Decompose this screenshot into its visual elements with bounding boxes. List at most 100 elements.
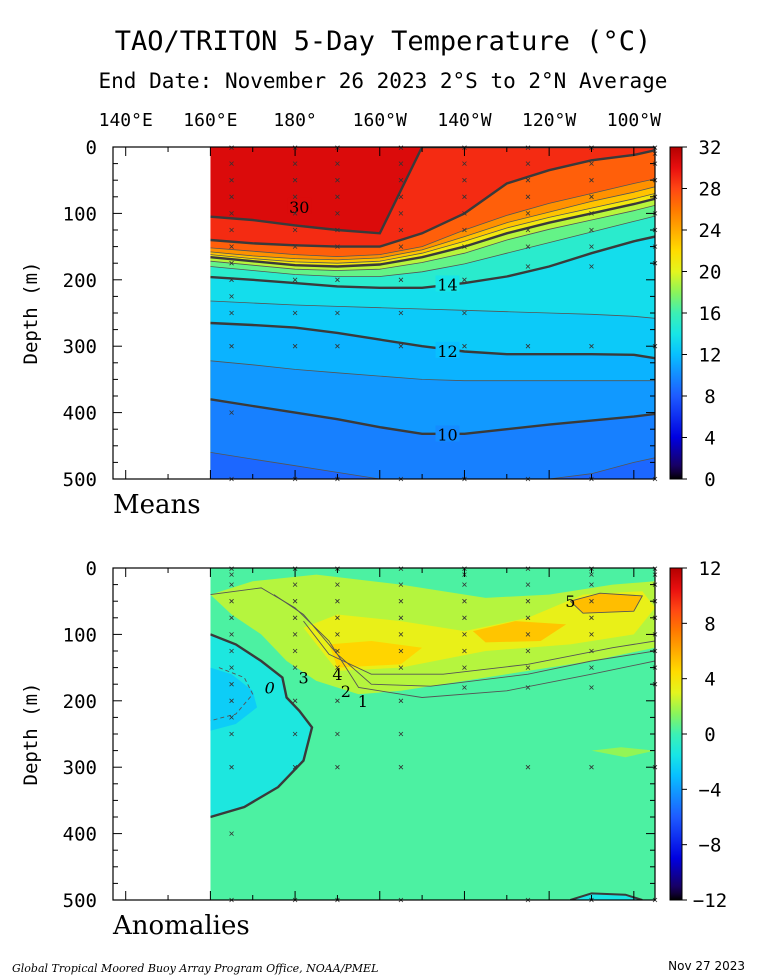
isotherm-line [210, 215, 655, 277]
y-axis-label: Depth (m) [20, 262, 42, 365]
observation-mark [525, 632, 531, 637]
observation-mark [335, 343, 340, 349]
observation-mark [398, 665, 404, 670]
chart-title: TAO/TRITON 5-Day Temperature (°C) [115, 26, 651, 57]
observation-mark [229, 731, 234, 737]
depth-tick-label: 400 [63, 403, 97, 425]
colorbar-tick-label: 32 [699, 137, 722, 159]
observation-mark [292, 582, 298, 587]
observation-mark [229, 211, 234, 216]
observation-mark [589, 264, 594, 269]
observation-mark [398, 598, 404, 604]
isotherm-line [210, 149, 655, 248]
negative-contour [210, 667, 254, 722]
colorbar-tick-label: 4 [704, 428, 715, 450]
colorbar-tick-label: 0 [704, 469, 715, 491]
observation-mark [398, 731, 404, 737]
observation-mark [462, 161, 467, 166]
observation-mark [229, 572, 234, 577]
observation-mark [292, 615, 298, 621]
observation-mark [229, 698, 234, 704]
observation-mark [462, 343, 467, 349]
observation-mark [398, 161, 404, 166]
contour-label-bg [287, 197, 312, 214]
observation-mark [229, 566, 234, 571]
colorbar-tick-label: −12 [693, 890, 727, 912]
depth-tick-label: 200 [63, 691, 97, 713]
contour-label: 5 [565, 592, 575, 611]
isotherm-line [210, 205, 655, 271]
depth-tick-label: 500 [63, 890, 97, 912]
observation-mark [525, 211, 531, 216]
observation-mark [525, 161, 531, 166]
contour-label: 2 [341, 682, 351, 701]
observation-mark [292, 632, 298, 637]
contour-label-bg [435, 275, 460, 292]
contour-label: 1 [358, 692, 368, 711]
depth-tick-label: 200 [63, 270, 97, 292]
observation-mark [229, 294, 234, 299]
observation-mark [462, 177, 467, 183]
observation-mark [589, 598, 594, 604]
observation-mark [229, 615, 234, 621]
observation-mark [398, 211, 404, 216]
observation-mark [335, 211, 340, 216]
observation-mark [589, 211, 594, 216]
lon-tick-label: 140°E [99, 110, 153, 131]
lon-tick-label: 160°E [183, 110, 237, 131]
observation-mark [229, 310, 234, 316]
observation-mark [335, 194, 340, 200]
footer-date: Nov 27 2023 [668, 959, 745, 973]
depth-tick-label: 0 [86, 137, 97, 159]
depth-tick-label: 300 [63, 336, 97, 358]
anomaly-contour [303, 620, 655, 675]
isotherm-line [210, 147, 655, 235]
means-colorbar [669, 146, 683, 480]
colorbar-tick-label: 8 [704, 386, 715, 408]
observation-mark [589, 161, 594, 166]
observation-mark [398, 310, 404, 316]
observation-mark [229, 582, 234, 587]
observation-mark [335, 177, 340, 183]
anomaly-contour [569, 592, 644, 614]
observation-mark [398, 145, 404, 150]
observation-mark [398, 566, 404, 571]
observation-mark [589, 764, 594, 770]
observation-mark [229, 648, 234, 654]
observation-mark [335, 244, 340, 249]
observation-mark [462, 632, 467, 637]
observation-mark [292, 598, 298, 604]
observation-mark [462, 310, 467, 316]
observation-mark [229, 194, 234, 200]
isotherm-line [210, 193, 655, 264]
observation-mark [462, 277, 467, 283]
observation-mark [229, 410, 234, 415]
contour-label: 0 [265, 679, 275, 698]
observation-mark [398, 277, 404, 283]
depth-tick-label: 300 [63, 757, 97, 779]
observation-mark [462, 244, 467, 249]
observation-mark [292, 177, 298, 183]
observation-mark [229, 632, 234, 637]
observation-mark [335, 632, 340, 637]
observation-mark [335, 227, 340, 233]
observation-mark [229, 715, 234, 720]
contour-label-bg [435, 425, 460, 442]
depth-tick-label: 100 [63, 624, 97, 646]
lon-tick-label: 160°W [353, 110, 407, 131]
observation-mark [525, 566, 531, 571]
observation-mark [335, 698, 340, 704]
observation-mark [229, 598, 234, 604]
observation-mark [398, 632, 404, 637]
observation-mark [229, 260, 234, 266]
observation-mark [229, 244, 234, 249]
observation-mark [335, 582, 340, 587]
observation-mark [292, 194, 298, 200]
observation-mark [462, 685, 467, 690]
anomaly-contour [273, 594, 655, 687]
contour-label: 14 [437, 275, 457, 294]
observation-mark [335, 161, 340, 166]
y-axis-label: Depth (m) [20, 683, 42, 786]
observation-mark [398, 648, 404, 654]
observation-mark [229, 665, 234, 670]
